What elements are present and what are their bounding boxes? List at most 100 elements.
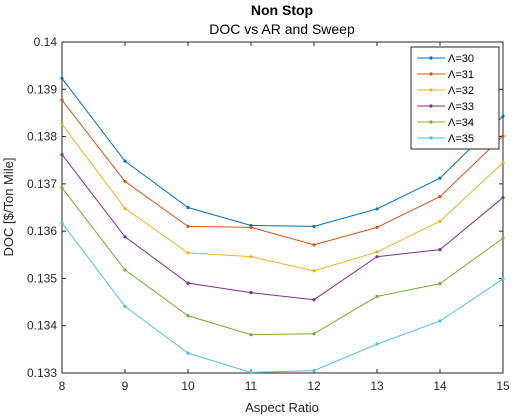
series-5: [60, 186, 505, 337]
legend-marker: [429, 104, 433, 108]
x-axis-label: Aspect Ratio: [245, 400, 319, 415]
data-point: [60, 221, 64, 225]
data-point: [312, 243, 316, 247]
data-point: [438, 247, 442, 252]
data-point: [438, 195, 442, 199]
y-tick-label: 0.133: [27, 366, 57, 380]
series-line: [61, 187, 504, 336]
data-point: [375, 294, 379, 298]
series-line: [61, 154, 504, 301]
legend-marker: [429, 120, 433, 124]
data-point: [249, 333, 253, 337]
data-point: [312, 224, 316, 229]
data-point: [375, 342, 379, 346]
legend-item: Λ=35: [417, 133, 474, 145]
x-tick-label: 13: [370, 379, 384, 393]
data-point: [186, 314, 190, 318]
x-tick-label: 12: [307, 379, 321, 393]
data-point: [501, 195, 505, 200]
series-layer: [60, 76, 505, 375]
data-point: [123, 268, 127, 272]
data-point: [249, 291, 253, 295]
axis-ticks: 8 9 10 11 12 13 14 15 0.133 0.134 0.135 0.136 0.137 0…: [27, 35, 510, 393]
series-line: [61, 99, 504, 246]
x-tick-label: 14: [433, 379, 447, 393]
y-tick-label: 0.139: [27, 82, 57, 96]
data-point: [312, 332, 316, 336]
y-tick-label: 0.134: [27, 319, 57, 333]
legend-label: Λ=31: [448, 69, 474, 81]
series-4: [60, 152, 505, 302]
data-point: [186, 351, 190, 355]
legend-item: Λ=34: [417, 117, 474, 129]
y-tick-label: 0.137: [27, 177, 57, 191]
x-tick-label: 8: [59, 379, 66, 393]
data-point: [438, 176, 442, 180]
series-line: [61, 222, 504, 374]
legend-label: Λ=30: [448, 53, 474, 65]
data-point: [438, 282, 442, 286]
legend-item: Λ=33: [417, 101, 474, 113]
data-point: [249, 370, 253, 375]
data-point: [123, 206, 127, 211]
data-point: [501, 236, 505, 240]
chart-subtitle: DOC vs AR and Sweep: [209, 21, 355, 37]
data-point: [60, 122, 64, 126]
data-point: [501, 114, 505, 118]
data-point: [60, 186, 64, 190]
y-tick-label: 0.14: [34, 35, 58, 49]
data-point: [123, 159, 127, 163]
data-point: [501, 134, 505, 138]
y-axis-label: DOC [$/Ton Mile]: [1, 158, 16, 257]
data-point: [123, 179, 127, 184]
series-2: [60, 98, 505, 247]
data-point: [312, 269, 316, 273]
data-point: [60, 152, 64, 157]
data-point: [123, 304, 127, 308]
legend: Λ=30 Λ=31 Λ=32 Λ=33 Λ=34 Λ=35: [410, 46, 500, 150]
legend-label: Λ=35: [448, 133, 474, 145]
data-point: [438, 319, 442, 323]
series-6: [60, 221, 505, 375]
data-point: [312, 298, 316, 302]
x-tick-label: 15: [496, 379, 510, 393]
legend-label: Λ=32: [448, 85, 474, 97]
legend-marker: [429, 72, 433, 76]
x-tick-label: 11: [245, 379, 258, 393]
legend-item: Λ=31: [417, 69, 474, 81]
legend-item: Λ=32: [417, 85, 474, 97]
data-point: [375, 255, 379, 259]
x-tick-label: 9: [122, 379, 129, 393]
data-point: [375, 207, 379, 211]
series-line: [61, 123, 504, 272]
data-point: [375, 225, 379, 229]
data-point: [186, 205, 190, 210]
y-tick-label: 0.135: [27, 271, 57, 285]
data-point: [312, 369, 316, 373]
legend-box: [410, 46, 500, 150]
y-tick-label: 0.136: [27, 224, 57, 238]
series-3: [60, 122, 505, 273]
data-point: [375, 250, 379, 254]
data-point: [186, 281, 190, 285]
data-point: [501, 277, 505, 281]
chart-title: Non Stop: [251, 2, 313, 18]
legend-marker: [429, 56, 433, 60]
legend-label: Λ=34: [448, 117, 474, 129]
data-point: [123, 235, 127, 239]
series-1: [60, 76, 505, 229]
legend-marker: [429, 88, 433, 92]
data-point: [249, 225, 253, 229]
legend-marker: [429, 136, 433, 140]
data-point: [501, 160, 505, 165]
y-tick-label: 0.138: [27, 130, 57, 144]
data-point: [60, 76, 64, 81]
series-line: [61, 78, 504, 227]
data-point: [60, 98, 64, 102]
data-point: [186, 251, 190, 255]
data-point: [249, 255, 253, 259]
legend-label: Λ=33: [448, 101, 474, 113]
data-point: [438, 219, 442, 223]
